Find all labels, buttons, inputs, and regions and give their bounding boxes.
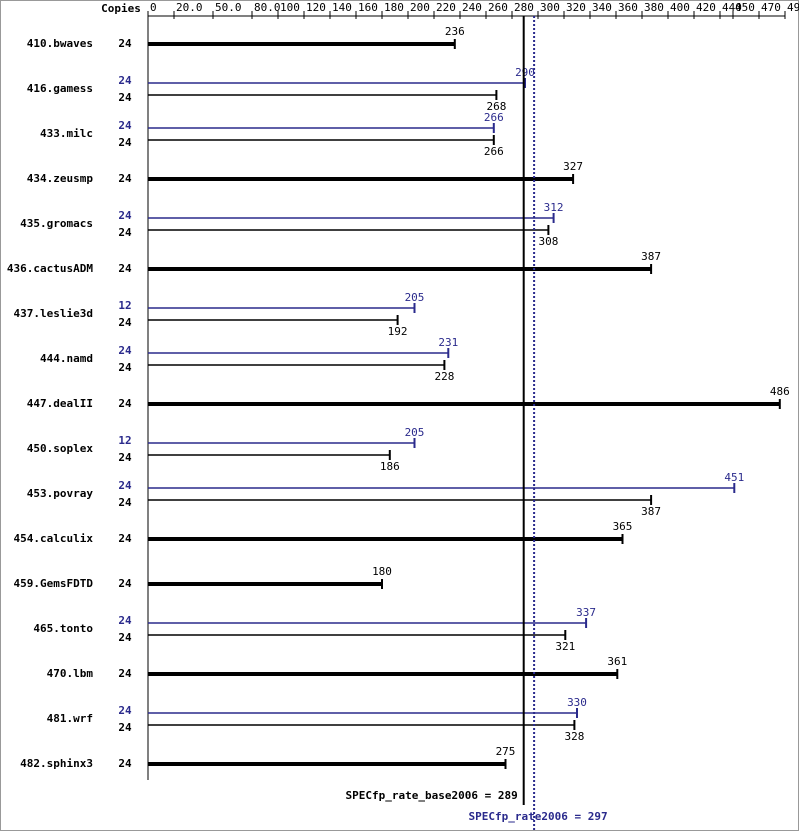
copies-label: 24 <box>118 451 132 464</box>
x-tick-label: 400 <box>670 1 690 14</box>
copies-label: 24 <box>118 37 132 50</box>
x-tick-label: 280 <box>514 1 534 14</box>
copies-label: 24 <box>118 496 132 509</box>
value-label: 387 <box>641 505 661 518</box>
x-tick-label: 300 <box>540 1 560 14</box>
copies-label: 24 <box>118 262 132 275</box>
benchmark-label: 453.povray <box>27 487 94 500</box>
benchmark-label: 434.zeusmp <box>27 172 94 185</box>
copies-label: 24 <box>118 316 132 329</box>
value-label: 328 <box>564 730 584 743</box>
value-label: 308 <box>538 235 558 248</box>
copies-label: 24 <box>118 361 132 374</box>
x-tick-label: 420 <box>696 1 716 14</box>
copies-label: 24 <box>118 479 132 492</box>
value-label: 365 <box>613 520 633 533</box>
copies-label: 24 <box>118 631 132 644</box>
x-tick-label: 50.0 <box>215 1 242 14</box>
x-tick-label: 160 <box>358 1 378 14</box>
x-tick-label: 80.0 <box>254 1 281 14</box>
benchmark-label: 454.calculix <box>14 532 94 545</box>
value-label: 387 <box>641 250 661 263</box>
copies-label: 24 <box>118 344 132 357</box>
benchmark-label: 410.bwaves <box>27 37 93 50</box>
value-label: 451 <box>724 471 744 484</box>
x-tick-label: 260 <box>488 1 508 14</box>
x-tick-label: 360 <box>618 1 638 14</box>
value-label: 205 <box>405 291 425 304</box>
value-label: 205 <box>405 426 425 439</box>
copies-label: 24 <box>118 91 132 104</box>
value-label: 321 <box>555 640 575 653</box>
benchmark-label: 433.milc <box>40 127 93 140</box>
value-label: 327 <box>563 160 583 173</box>
x-tick-label: 490 <box>787 1 799 14</box>
benchmark-label: 482.sphinx3 <box>20 757 93 770</box>
benchmark-label: 459.GemsFDTD <box>14 577 94 590</box>
value-label: 236 <box>445 25 465 38</box>
value-label: 192 <box>388 325 408 338</box>
benchmark-label: 470.lbm <box>47 667 94 680</box>
x-tick-label: 450 <box>735 1 755 14</box>
benchmark-label: 444.namd <box>40 352 93 365</box>
copies-label: 24 <box>118 757 132 770</box>
copies-label: 24 <box>118 721 132 734</box>
x-tick-label: 340 <box>592 1 612 14</box>
copies-label: 12 <box>118 434 131 447</box>
value-label: 486 <box>770 385 790 398</box>
value-label: 266 <box>484 145 504 158</box>
benchmark-label: 447.dealII <box>27 397 93 410</box>
x-tick-label: 320 <box>566 1 586 14</box>
benchmark-label: 435.gromacs <box>20 217 93 230</box>
copies-label: 24 <box>118 172 132 185</box>
value-label: 312 <box>544 201 564 214</box>
copies-label: 24 <box>118 136 132 149</box>
copies-label: 24 <box>118 532 132 545</box>
x-tick-label: 470 <box>761 1 781 14</box>
x-tick-label: 120 <box>306 1 326 14</box>
value-label: 337 <box>576 606 596 619</box>
x-tick-label: 220 <box>436 1 456 14</box>
x-tick-label: 100 <box>280 1 300 14</box>
x-tick-label: 180 <box>384 1 404 14</box>
copies-label: 24 <box>118 577 132 590</box>
benchmark-label: 481.wrf <box>47 712 93 725</box>
value-label: 330 <box>567 696 587 709</box>
copies-label: 24 <box>118 397 132 410</box>
reference-label: SPECfp_rate2006 = 297 <box>469 810 608 823</box>
value-label: 228 <box>434 370 454 383</box>
x-tick-label: 140 <box>332 1 352 14</box>
benchmark-label: 437.leslie3d <box>14 307 93 320</box>
copies-label: 24 <box>118 209 132 222</box>
value-label: 268 <box>486 100 506 113</box>
copies-label: 24 <box>118 226 132 239</box>
x-tick-label: 440 <box>722 1 742 14</box>
x-tick-label: 0 <box>150 1 157 14</box>
value-label: 266 <box>484 111 504 124</box>
x-tick-label: 240 <box>462 1 482 14</box>
benchmark-label: 450.soplex <box>27 442 94 455</box>
copies-label: 24 <box>118 74 132 87</box>
copies-header: Copies <box>101 2 141 15</box>
x-tick-label: 20.0 <box>176 1 203 14</box>
copies-label: 24 <box>118 119 132 132</box>
x-tick-label: 380 <box>644 1 664 14</box>
value-label: 231 <box>438 336 458 349</box>
copies-label: 24 <box>118 704 132 717</box>
copies-label: 24 <box>118 614 132 627</box>
benchmark-label: 465.tonto <box>33 622 93 635</box>
benchmark-label: 416.gamess <box>27 82 93 95</box>
value-label: 361 <box>607 655 627 668</box>
benchmark-label: 436.cactusADM <box>7 262 93 275</box>
reference-label: SPECfp_rate_base2006 = 289 <box>346 789 518 802</box>
value-label: 186 <box>380 460 400 473</box>
copies-label: 12 <box>118 299 131 312</box>
value-label: 290 <box>515 66 535 79</box>
x-tick-label: 200 <box>410 1 430 14</box>
value-label: 275 <box>496 745 516 758</box>
copies-label: 24 <box>118 667 132 680</box>
value-label: 180 <box>372 565 392 578</box>
